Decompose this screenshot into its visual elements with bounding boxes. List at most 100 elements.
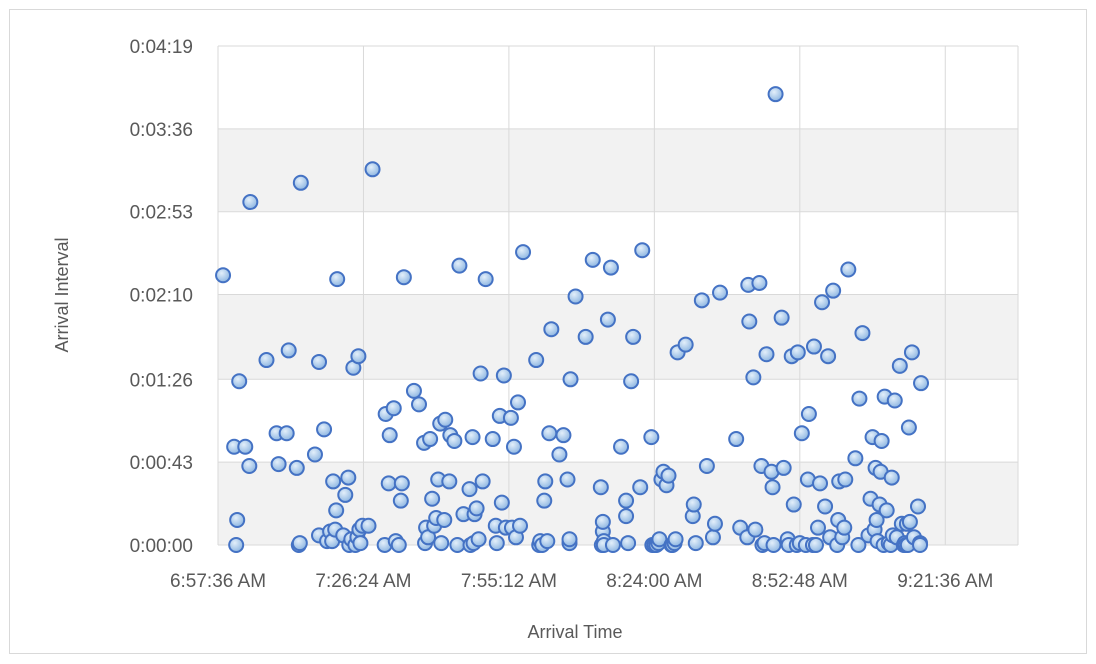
data-point — [241, 458, 258, 475]
data-point — [231, 373, 248, 390]
data-point — [329, 271, 346, 288]
data-point — [536, 492, 553, 509]
data-point — [706, 515, 723, 532]
data-point — [515, 244, 532, 261]
data-point — [385, 400, 402, 417]
data-point — [464, 429, 481, 446]
data-point — [741, 313, 758, 330]
data-point — [687, 535, 704, 552]
data-point — [773, 309, 790, 326]
data-point — [364, 161, 381, 178]
data-point — [411, 396, 428, 413]
data-point — [488, 535, 505, 552]
y-tick-label: 0:00:43 — [130, 453, 193, 474]
data-point — [567, 288, 584, 305]
data-point — [825, 282, 842, 299]
data-point — [470, 531, 487, 548]
data-point — [228, 537, 245, 553]
data-point — [528, 352, 545, 369]
data-point — [270, 456, 287, 473]
data-point — [840, 261, 857, 278]
data-point — [625, 328, 642, 345]
data-point — [441, 473, 458, 490]
x-tick-label: 8:24:00 AM — [606, 571, 702, 592]
data-point — [667, 531, 684, 548]
data-point — [814, 294, 831, 311]
data-point — [433, 535, 450, 552]
data-point — [851, 390, 868, 407]
data-point — [854, 325, 871, 342]
data-point — [381, 427, 398, 444]
data-point — [395, 269, 412, 286]
data-point — [837, 471, 854, 488]
data-point — [539, 533, 556, 550]
data-point — [712, 284, 729, 301]
x-tick-label: 7:26:24 AM — [315, 571, 411, 592]
data-point — [543, 321, 560, 338]
data-point — [618, 508, 635, 525]
data-point — [337, 486, 354, 503]
data-point — [446, 432, 463, 449]
data-point — [288, 459, 305, 476]
data-point — [751, 274, 768, 291]
data-point — [328, 502, 345, 519]
data-point — [505, 438, 522, 455]
data-point — [807, 537, 824, 553]
plot-band — [218, 128, 1018, 212]
data-point — [728, 431, 745, 448]
data-point — [764, 479, 781, 496]
x-tick-label: 7:55:12 AM — [461, 571, 557, 592]
data-point — [817, 498, 834, 515]
data-point — [903, 344, 920, 361]
data-point — [868, 511, 885, 528]
data-point — [437, 411, 454, 428]
data-point — [472, 365, 489, 382]
data-point — [634, 242, 651, 259]
data-point — [562, 371, 579, 388]
data-point — [502, 409, 519, 426]
data-point — [424, 490, 441, 507]
data-point — [793, 425, 810, 442]
data-point — [785, 496, 802, 513]
data-point — [561, 531, 578, 548]
data-point — [390, 537, 407, 553]
data-point — [789, 344, 806, 361]
data-point — [451, 257, 468, 274]
data-point — [292, 174, 309, 191]
data-point — [693, 292, 710, 309]
y-tick-label: 0:00:00 — [130, 536, 193, 557]
data-point — [393, 475, 410, 492]
data-point — [484, 431, 501, 448]
data-point — [306, 446, 323, 463]
data-point — [602, 259, 619, 276]
y-tick-label: 0:01:26 — [130, 370, 193, 391]
data-point — [632, 479, 649, 496]
data-point — [229, 511, 246, 528]
data-point — [316, 421, 333, 438]
data-point — [242, 194, 259, 211]
data-point — [886, 392, 903, 409]
data-point — [912, 537, 929, 553]
data-point — [745, 369, 762, 386]
data-point — [551, 446, 568, 463]
y-tick-label: 0:02:53 — [130, 203, 193, 224]
data-point — [883, 469, 900, 486]
data-point — [660, 467, 677, 484]
data-point — [613, 438, 630, 455]
data-point — [325, 473, 342, 490]
data-point — [258, 352, 275, 369]
data-point — [623, 373, 640, 390]
data-point — [767, 86, 784, 103]
data-point — [618, 492, 635, 509]
data-point — [559, 471, 576, 488]
data-point — [758, 346, 775, 363]
x-tick-label: 9:21:36 AM — [897, 571, 993, 592]
data-point — [449, 537, 466, 553]
data-point — [584, 251, 601, 268]
data-point — [900, 419, 917, 436]
data-point — [493, 494, 510, 511]
data-point — [512, 517, 529, 534]
x-axis-ticks: 6:57:36 AM 7:26:24 AM 7:55:12 AM 8:24:00 AM… — [170, 571, 993, 592]
data-point — [847, 450, 864, 467]
data-point — [836, 519, 853, 536]
